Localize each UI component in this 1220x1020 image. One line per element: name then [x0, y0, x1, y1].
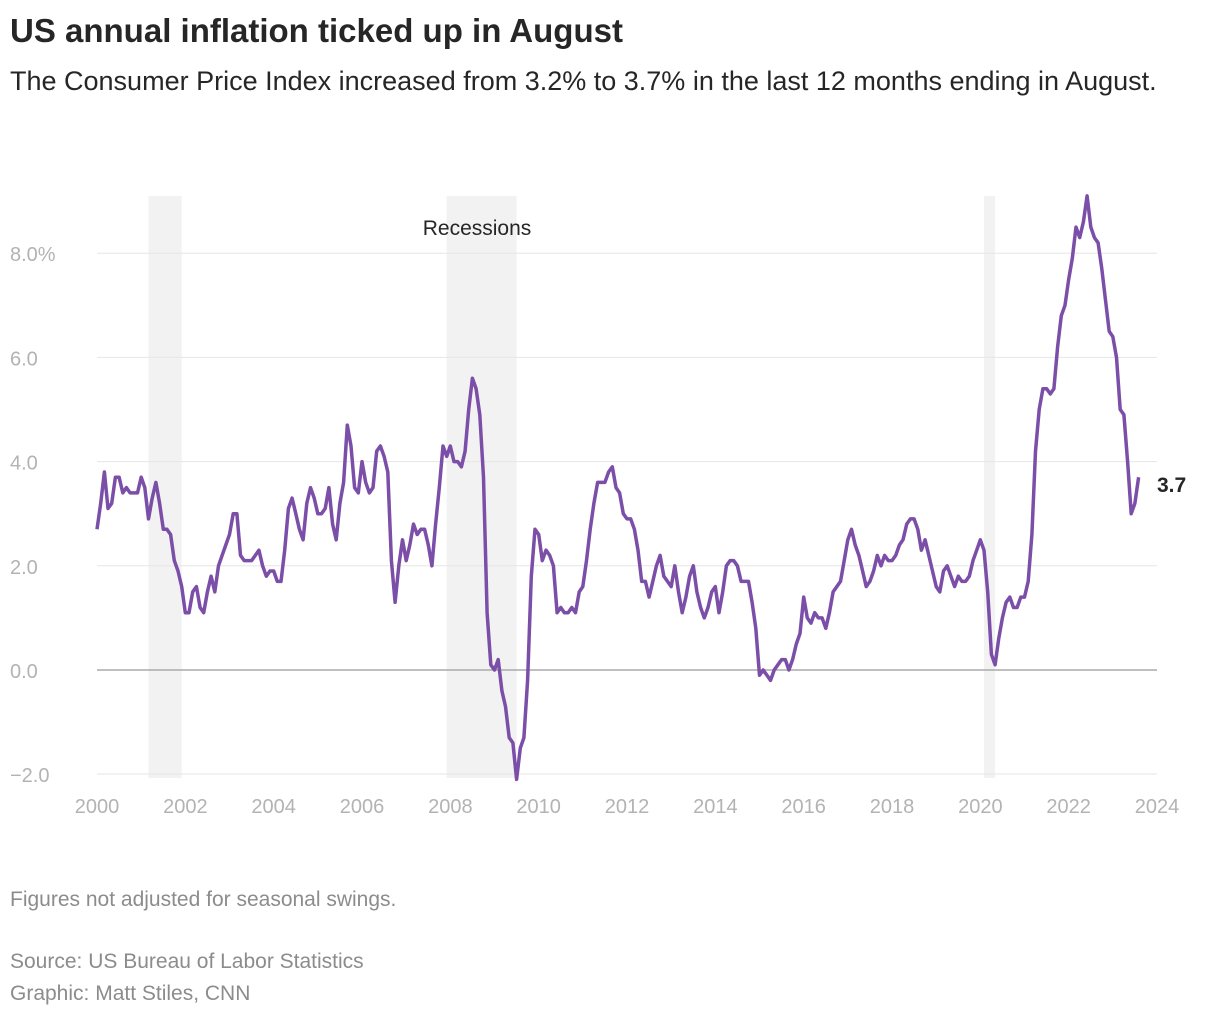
recessions-label: Recessions: [423, 217, 532, 240]
x-tick-label: 2012: [605, 796, 650, 818]
seasonal-note: Figures not adjusted for seasonal swings…: [10, 888, 397, 911]
y-tick-label: 2.0: [10, 557, 38, 579]
recession-band: [446, 196, 517, 778]
x-tick-label: 2014: [693, 796, 738, 818]
end-value-label: 3.7: [1157, 474, 1186, 497]
source-note: Source: US Bureau of Labor Statistics: [10, 950, 364, 973]
x-tick-label: 2000: [75, 796, 120, 818]
credit-note: Graphic: Matt Stiles, CNN: [10, 982, 251, 1005]
x-tick-label: 2018: [870, 796, 915, 818]
recession-band: [984, 196, 996, 778]
x-tick-label: 2016: [781, 796, 826, 818]
x-tick-label: 2002: [163, 796, 208, 818]
y-tick-label: 4.0: [10, 453, 38, 475]
y-tick-label: −2.0: [10, 765, 49, 787]
y-tick-label: 8.0%: [10, 244, 56, 266]
series-line-cpi: [95, 194, 1141, 782]
x-tick-label: 2010: [516, 796, 561, 818]
x-tick-label: 2004: [251, 796, 296, 818]
x-tick-label: 2008: [428, 796, 473, 818]
x-tick-label: 2024: [1135, 796, 1180, 818]
y-tick-label: 0.0: [10, 661, 38, 683]
chart-subtitle: The Consumer Price Index increased from …: [10, 66, 1157, 96]
chart-title: US annual inflation ticked up in August: [10, 12, 623, 49]
x-tick-label: 2020: [958, 796, 1003, 818]
x-tick-label: 2006: [340, 796, 385, 818]
x-tick-label: 2022: [1046, 796, 1091, 818]
y-tick-label: 6.0: [10, 348, 38, 370]
